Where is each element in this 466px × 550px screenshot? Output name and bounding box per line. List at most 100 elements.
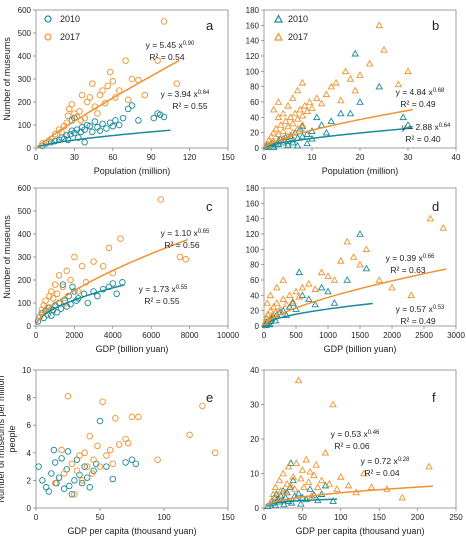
data-point bbox=[91, 118, 99, 125]
data-point bbox=[78, 91, 86, 99]
panel-letter: d bbox=[432, 199, 439, 214]
y-tick-label: 40 bbox=[250, 291, 259, 300]
y-tick-label: 100 bbox=[18, 121, 32, 130]
data-point bbox=[103, 463, 110, 470]
y-tick-label: 10 bbox=[250, 470, 259, 479]
data-point bbox=[68, 490, 76, 498]
data-point bbox=[295, 268, 303, 276]
data-point bbox=[274, 492, 282, 499]
y-tick-label: 80 bbox=[250, 83, 259, 92]
data-point bbox=[269, 105, 278, 113]
y-tick-label: 0 bbox=[255, 144, 260, 153]
x-tick-label: 10 bbox=[308, 153, 317, 162]
data-point bbox=[283, 479, 291, 487]
y-tick-label: 10 bbox=[22, 366, 31, 375]
data-point bbox=[50, 295, 57, 302]
data-point bbox=[294, 489, 303, 497]
fit-line bbox=[36, 59, 180, 148]
data-point bbox=[333, 485, 341, 492]
x-tick-label: 500 bbox=[289, 331, 303, 340]
y-axis-label: Number of museums bbox=[2, 37, 12, 121]
data-point bbox=[199, 402, 206, 410]
data-point bbox=[71, 490, 78, 498]
x-tick-label: 1000 bbox=[319, 331, 337, 340]
chart-panel-d: 0 500 1000 1500 2000 2500 3000 0 20 40 60 80 100 120 1… bbox=[246, 184, 466, 354]
annotation-line-2: R² = 0.56 bbox=[164, 240, 199, 250]
x-tick-label: 100 bbox=[157, 513, 171, 522]
y-tick-label: 0 bbox=[255, 504, 260, 513]
x-tick-label: 0 bbox=[34, 331, 39, 340]
data-point bbox=[317, 283, 326, 291]
data-point bbox=[276, 305, 284, 312]
data-point bbox=[122, 435, 129, 443]
x-tick-label: 2500 bbox=[415, 331, 433, 340]
data-point bbox=[375, 276, 383, 283]
data-point bbox=[322, 90, 331, 98]
data-point bbox=[89, 80, 96, 87]
data-point bbox=[321, 448, 330, 456]
y-tick-label: 120 bbox=[246, 230, 260, 239]
data-point bbox=[305, 98, 314, 105]
data-point bbox=[99, 87, 106, 94]
data-point bbox=[48, 312, 55, 319]
data-point bbox=[117, 235, 124, 242]
data-point bbox=[273, 299, 281, 306]
data-point bbox=[76, 107, 83, 115]
data-point bbox=[351, 49, 359, 57]
data-point bbox=[74, 295, 82, 302]
data-point bbox=[367, 483, 376, 491]
data-point bbox=[300, 483, 308, 491]
data-point bbox=[63, 466, 70, 473]
plot-area: 0 500 1000 1500 2000 2500 3000 0 20 40 60 80 100 120 1… bbox=[246, 184, 466, 354]
legend-label-2010: 2010 bbox=[288, 14, 308, 24]
data-point bbox=[60, 470, 68, 477]
annotation-line-3: y = 1.73 x0.55 bbox=[139, 284, 188, 294]
data-point bbox=[271, 483, 280, 491]
data-point bbox=[317, 476, 326, 484]
data-point bbox=[76, 471, 83, 479]
data-point bbox=[365, 59, 374, 67]
y-tick-label: 140 bbox=[246, 37, 260, 46]
data-point bbox=[291, 109, 299, 117]
data-point bbox=[109, 78, 117, 85]
data-point bbox=[303, 139, 311, 147]
data-point bbox=[272, 124, 280, 132]
data-point bbox=[275, 476, 284, 484]
data-point bbox=[295, 292, 303, 300]
data-point bbox=[337, 473, 345, 480]
data-point bbox=[128, 413, 136, 421]
data-point bbox=[302, 495, 311, 503]
data-point bbox=[51, 479, 59, 487]
data-point bbox=[63, 132, 70, 139]
data-point bbox=[305, 295, 313, 302]
data-point bbox=[267, 132, 275, 140]
data-point bbox=[297, 499, 305, 507]
data-point bbox=[64, 112, 72, 120]
legend-marker-2017 bbox=[273, 32, 284, 41]
data-point bbox=[289, 138, 297, 146]
panel-letter: a bbox=[206, 18, 214, 33]
data-point bbox=[277, 486, 285, 494]
y-tick-label: 200 bbox=[18, 276, 32, 285]
data-point bbox=[351, 86, 359, 94]
plot-frame bbox=[35, 187, 229, 327]
data-point bbox=[128, 102, 136, 109]
data-point bbox=[332, 78, 340, 86]
plot-frame bbox=[35, 369, 229, 509]
data-point bbox=[173, 80, 181, 87]
data-point bbox=[298, 466, 307, 473]
data-point bbox=[344, 481, 353, 489]
legend-label-2017: 2017 bbox=[60, 32, 80, 42]
data-point bbox=[128, 456, 136, 463]
data-point bbox=[343, 237, 351, 245]
data-point bbox=[289, 119, 297, 127]
y-tick-label: 140 bbox=[246, 215, 260, 224]
annotation-line-4: R² = 0.49 bbox=[400, 316, 435, 326]
y-tick-label: 40 bbox=[250, 113, 259, 122]
data-point bbox=[287, 498, 296, 506]
data-point bbox=[51, 459, 59, 466]
data-point bbox=[310, 471, 318, 478]
data-point bbox=[50, 446, 58, 454]
data-point bbox=[48, 288, 55, 295]
data-point bbox=[280, 500, 288, 508]
